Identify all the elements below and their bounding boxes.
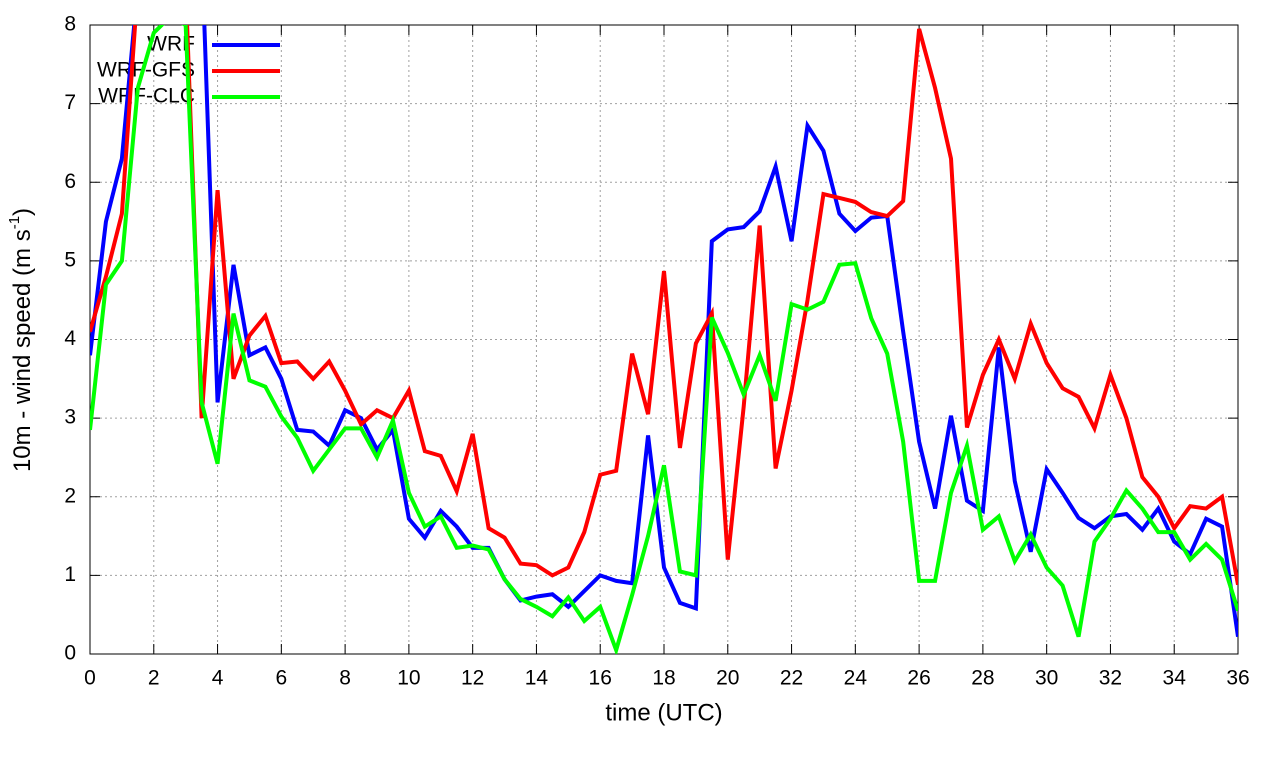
x-tick-label: 4 [212,667,224,690]
y-tick-label: 1 [64,563,76,586]
y-tick-label: 3 [64,406,76,429]
x-tick-label: 28 [971,667,994,690]
y-tick-label: 4 [64,327,76,350]
x-tick-label: 0 [84,667,96,690]
y-axis-label-text: 10m - wind speed (m s [9,229,36,472]
y-tick-label: 0 [64,642,76,665]
y-axis-label-tail: ) [9,208,36,216]
y-axis-label: 10m - wind speed (m s-1) [6,208,36,472]
legend-label: WRF [147,33,195,56]
y-tick-label: 2 [64,484,76,507]
series-line [90,25,1238,637]
series-line [90,25,1238,586]
x-tick-label: 16 [589,667,612,690]
y-tick-label: 8 [64,13,76,36]
x-tick-label: 30 [1035,667,1058,690]
y-tick-label: 7 [64,91,76,114]
x-tick-label: 20 [716,667,739,690]
x-tick-label: 8 [339,667,351,690]
x-tick-label: 24 [844,667,868,690]
x-tick-label: 36 [1226,667,1249,690]
x-tick-label: 34 [1163,667,1187,690]
x-tick-label: 32 [1099,667,1122,690]
series-group [90,25,1238,654]
x-tick-label: 12 [461,667,484,690]
y-tick-label: 5 [64,248,76,271]
series-line [90,25,1238,654]
x-axis-label: time (UTC) [605,699,722,726]
x-tick-label: 10 [397,667,420,690]
x-tick-label: 18 [652,667,675,690]
legend-label: WRF-GFS [97,59,195,82]
legend-label: WRF-CLC [98,85,195,108]
x-tick-label: 26 [907,667,930,690]
y-axis-label-sup: -1 [6,216,23,229]
y-tick-label: 6 [64,170,76,193]
x-tick-label: 14 [525,667,549,690]
x-tick-label: 22 [780,667,803,690]
x-tick-label: 6 [275,667,287,690]
x-tick-label: 2 [148,667,160,690]
